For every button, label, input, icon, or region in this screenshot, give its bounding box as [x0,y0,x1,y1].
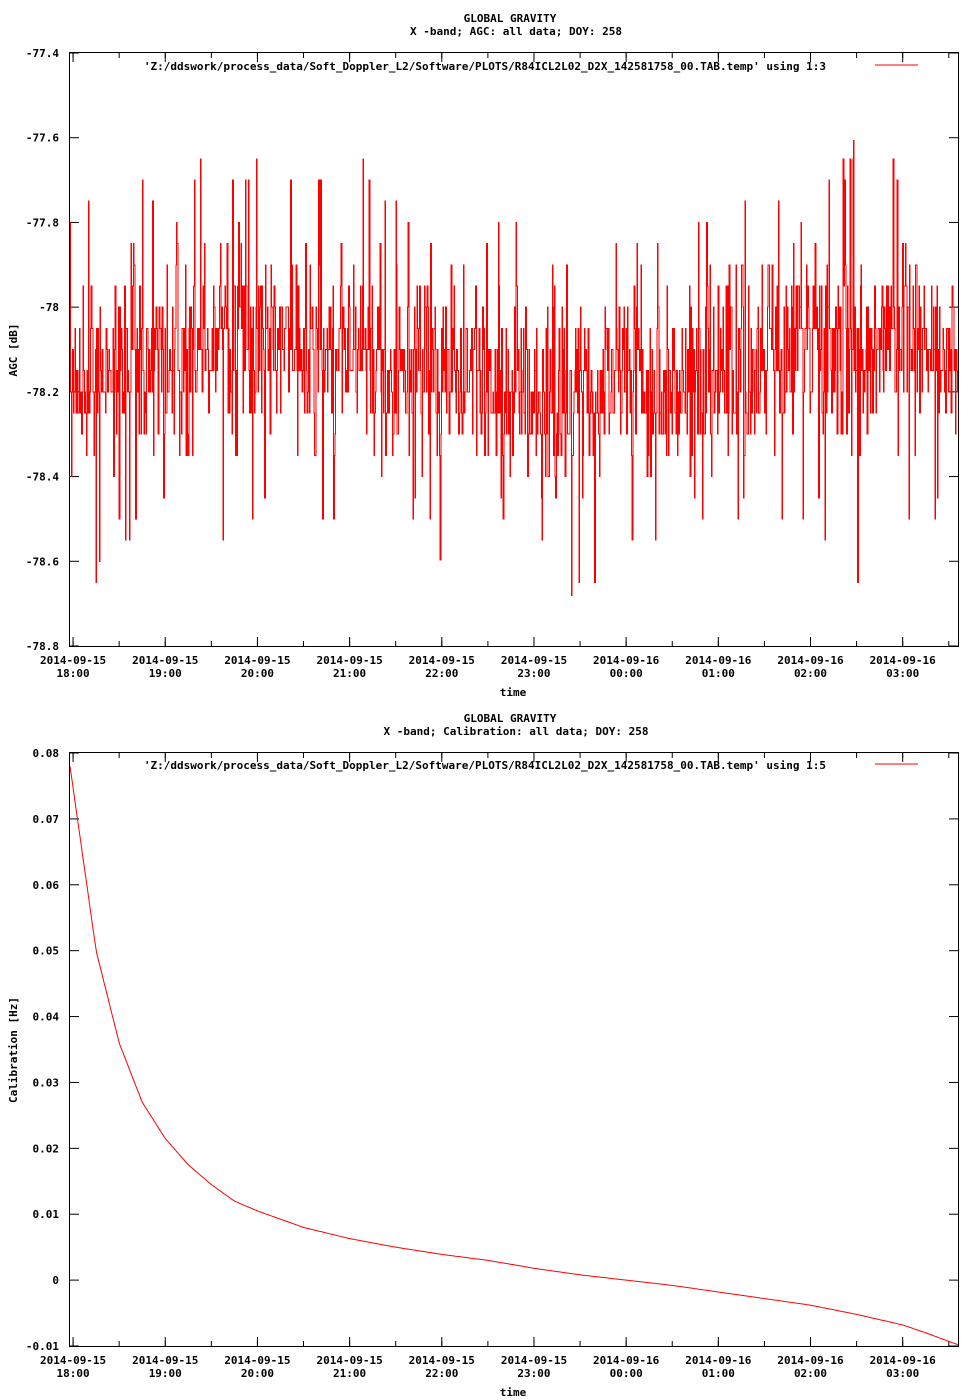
y-tick-label: -78.8 [26,640,59,653]
x-tick-label: 22:00 [425,667,458,680]
x-axis-label: time [500,1386,527,1399]
x-tick-label: 2014-09-15 [132,654,198,667]
x-tick-label: 00:00 [610,1367,643,1380]
x-tick-label: 2014-09-15 [40,654,106,667]
chart-subtitle: X -band; AGC: all data; DOY: 258 [410,25,622,38]
x-tick-label: 03:00 [886,1367,919,1380]
y-tick-label: 0.03 [33,1076,60,1089]
x-tick-label: 20:00 [241,1367,274,1380]
x-tick-label: 2014-09-16 [593,654,660,667]
x-tick-label: 2014-09-15 [501,654,567,667]
x-tick-label: 2014-09-16 [870,654,937,667]
y-tick-label: -77.4 [26,47,59,60]
x-tick-label: 21:00 [333,667,366,680]
y-tick-label: 0.07 [33,813,60,826]
x-tick-label: 2014-09-15 [316,654,382,667]
x-tick-label: 2014-09-16 [685,1354,752,1367]
x-tick-label: 2014-09-15 [132,1354,198,1367]
x-tick-label: 2014-09-15 [224,654,290,667]
agc-series-line [70,140,959,597]
plot-frame [69,52,959,647]
y-tick-label: -78 [39,301,59,314]
y-tick-label: 0.01 [33,1208,60,1221]
x-tick-label: 2014-09-16 [777,1354,844,1367]
y-tick-label: 0 [52,1274,59,1287]
plot-area [70,140,959,597]
agc-chart: GLOBAL GRAVITY X -band; AGC: all data; D… [7,12,959,699]
y-tick-label: -77.8 [26,216,59,229]
x-tick-label: 2014-09-15 [409,654,475,667]
y-tick-label: 0.02 [33,1142,60,1155]
y-tick-label: 0.04 [33,1011,60,1024]
x-tick-label: 2014-09-15 [40,1354,106,1367]
calibration-chart: GLOBAL GRAVITY X -band; Calibration: all… [7,712,959,1399]
x-tick-label: 19:00 [149,667,182,680]
x-tick-label: 23:00 [517,1367,550,1380]
x-tick-label: 2014-09-16 [870,1354,937,1367]
x-tick-label: 02:00 [794,667,827,680]
y-tick-label: 0.08 [33,747,60,760]
y-tick-label: -77.6 [26,132,59,145]
y-tick-label: 0.06 [33,879,60,892]
x-tick-label: 2014-09-16 [777,654,844,667]
x-tick-label: 2014-09-15 [224,1354,290,1367]
x-tick-label: 22:00 [425,1367,458,1380]
plot-area [69,766,959,1346]
chart-subtitle: X -band; Calibration: all data; DOY: 258 [384,725,649,738]
y-tick-label: -78.4 [26,471,59,484]
x-tick-label: 18:00 [57,667,90,680]
x-tick-label: 19:00 [149,1367,182,1380]
x-tick-label: 02:00 [794,1367,827,1380]
chart-title: GLOBAL GRAVITY [464,12,557,25]
x-tick-label: 23:00 [517,667,550,680]
x-tick-label: 20:00 [241,667,274,680]
x-tick-label: 03:00 [886,667,919,680]
calibration-series-line [69,766,959,1346]
x-tick-label: 2014-09-15 [501,1354,567,1367]
y-axis-label: Calibration [Hz] [7,997,20,1103]
plot-frame [69,752,959,1347]
y-tick-label: -78.2 [26,386,59,399]
x-tick-label: 01:00 [702,667,735,680]
y-axis-label: AGC [dB] [7,324,20,377]
chart-title: GLOBAL GRAVITY [464,712,557,725]
x-tick-label: 2014-09-15 [316,1354,382,1367]
y-tick-label: -78.6 [26,555,59,568]
x-tick-label: 00:00 [610,667,643,680]
x-tick-label: 21:00 [333,1367,366,1380]
legend-label: 'Z:/ddswork/process_data/Soft_Doppler_L2… [144,60,826,73]
x-tick-label: 01:00 [702,1367,735,1380]
y-tick-label: -0.01 [26,1340,59,1353]
x-tick-label: 2014-09-16 [593,1354,660,1367]
x-tick-label: 2014-09-16 [685,654,752,667]
x-tick-label: 18:00 [57,1367,90,1380]
x-axis-label: time [500,686,527,699]
legend-label: 'Z:/ddswork/process_data/Soft_Doppler_L2… [144,759,826,772]
y-tick-label: 0.05 [33,945,60,958]
x-tick-label: 2014-09-15 [409,1354,475,1367]
